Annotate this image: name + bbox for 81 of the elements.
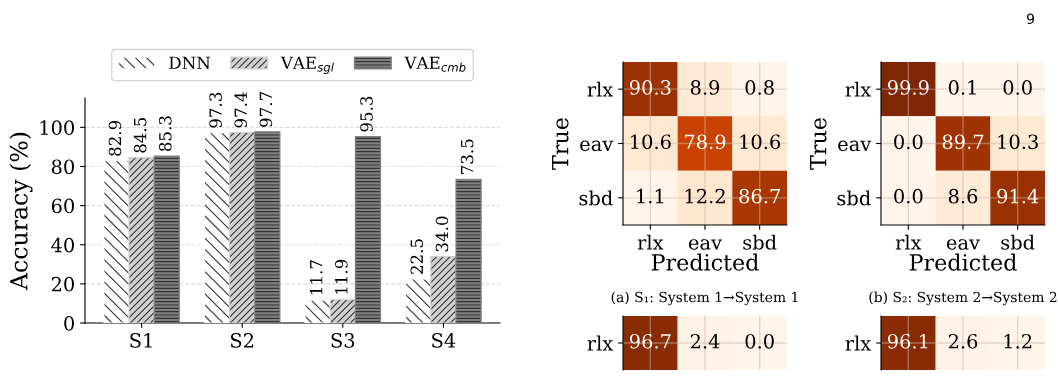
data-label: 22.5 [410, 239, 424, 274]
bar [455, 178, 482, 323]
data-label: 86.7 [739, 188, 780, 204]
y-axis-title: True [552, 118, 569, 170]
legend-label: VAE$_{sgl}$ [280, 56, 334, 74]
x-tick-label: S2 [230, 333, 254, 348]
y-tick-label: eav [838, 140, 872, 152]
data-label: 0.1 [948, 80, 976, 95]
data-label: 0.0 [1003, 80, 1032, 95]
data-label: 1.1 [637, 188, 664, 204]
text: 9 [1027, 13, 1035, 25]
bar [405, 278, 432, 323]
y-axis-title: Accuracy (%) [9, 132, 33, 291]
data-label: 0.8 [745, 80, 774, 95]
x-tick-label: rlx [895, 234, 922, 250]
y-tick-label: eav [580, 140, 614, 152]
data-label: 8.9 [690, 80, 720, 95]
y-tick-label: 80 [51, 159, 74, 175]
data-label: 8.6 [948, 188, 978, 204]
bar [128, 157, 155, 323]
data-label: 11.7 [309, 260, 323, 295]
data-label: 99.9 [887, 80, 929, 95]
bar [229, 131, 256, 323]
bar [329, 299, 356, 323]
bar [254, 131, 281, 323]
data-label: 11.9 [335, 259, 348, 294]
y-tick-label: sbd [837, 190, 871, 206]
x-axis-title: Predicted [651, 253, 759, 271]
bar [153, 155, 180, 323]
bar [304, 299, 331, 323]
data-label: 0.0 [745, 333, 774, 349]
data-label: 96.1 [887, 333, 928, 349]
data-label: 97.7 [259, 92, 273, 127]
bar [103, 160, 130, 323]
x-tick-label: S1 [130, 333, 152, 348]
data-label: 96.7 [629, 333, 671, 349]
data-label: 90.3 [629, 80, 671, 95]
data-label: 10.6 [631, 134, 671, 150]
data-label: 89.7 [942, 134, 984, 150]
data-label: 97.3 [209, 92, 222, 128]
data-label: 78.9 [684, 134, 726, 150]
y-tick-label: 100 [40, 120, 74, 136]
data-label: 10.3 [998, 134, 1038, 150]
data-label: 97.4 [234, 92, 248, 128]
data-label: 91.4 [997, 188, 1039, 204]
data-label: 0.0 [894, 134, 923, 150]
y-tick-label: 40 [51, 237, 74, 253]
x-tick-label: rlx [637, 234, 664, 250]
annotation: (a) S₁: System 1→System 1 [611, 291, 798, 306]
legend-label: VAE$_{cmb}$ [404, 56, 466, 72]
x-tick-label: eav [946, 239, 980, 250]
x-tick-label: sbd [743, 234, 777, 250]
data-label: 85.3 [158, 116, 172, 152]
y-tick-label: 0 [64, 315, 74, 331]
y-tick-label: sbd [579, 190, 613, 206]
x-tick-label: sbd [1001, 234, 1035, 250]
data-label: 10.6 [740, 134, 781, 150]
data-label: 0.0 [894, 188, 923, 204]
x-tick-label: S3 [331, 333, 355, 348]
data-label: 1.2 [1004, 333, 1032, 349]
y-tick-label: 20 [51, 276, 74, 292]
legend-label: DNN [169, 56, 211, 70]
x-tick-label: eav [688, 239, 722, 250]
y-tick-label: rlx [845, 81, 872, 97]
bar [354, 135, 382, 323]
data-label: 84.5 [133, 117, 147, 153]
y-tick-label: 60 [51, 198, 74, 214]
annotation: (b) S₂: System 2→System 2 [869, 291, 1057, 306]
x-tick-label: S4 [432, 333, 456, 348]
data-label: 73.5 [460, 139, 474, 174]
bar [430, 255, 457, 323]
data-label: 12.2 [685, 188, 725, 204]
y-axis-title: True [810, 118, 827, 170]
data-label: 82.9 [108, 120, 122, 156]
data-label: 95.3 [360, 96, 373, 132]
data-label: 2.4 [690, 333, 720, 349]
data-label: 34.0 [435, 216, 449, 252]
bar [203, 132, 231, 323]
y-tick-label: rlx [587, 81, 614, 97]
x-axis-title: Predicted [909, 253, 1017, 271]
data-label: 2.6 [948, 333, 978, 349]
